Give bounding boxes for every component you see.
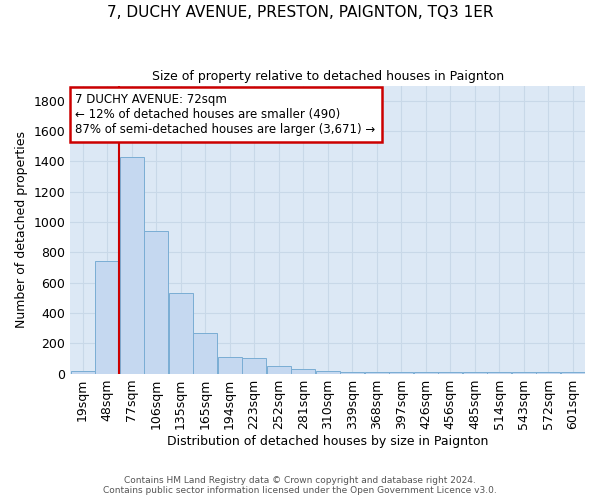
Bar bbox=[463, 372, 487, 374]
Bar bbox=[316, 370, 340, 374]
Y-axis label: Number of detached properties: Number of detached properties bbox=[15, 131, 28, 328]
Bar bbox=[413, 372, 437, 374]
Bar bbox=[169, 293, 193, 374]
X-axis label: Distribution of detached houses by size in Paignton: Distribution of detached houses by size … bbox=[167, 434, 488, 448]
Bar bbox=[512, 372, 536, 374]
Bar bbox=[266, 366, 290, 374]
Bar bbox=[95, 262, 119, 374]
Bar bbox=[389, 372, 413, 374]
Bar bbox=[365, 372, 389, 374]
Text: 7 DUCHY AVENUE: 72sqm
← 12% of detached houses are smaller (490)
87% of semi-det: 7 DUCHY AVENUE: 72sqm ← 12% of detached … bbox=[76, 93, 376, 136]
Bar bbox=[561, 372, 585, 374]
Text: 7, DUCHY AVENUE, PRESTON, PAIGNTON, TQ3 1ER: 7, DUCHY AVENUE, PRESTON, PAIGNTON, TQ3 … bbox=[107, 5, 493, 20]
Bar bbox=[291, 369, 315, 374]
Bar bbox=[119, 157, 143, 374]
Bar bbox=[340, 372, 364, 374]
Title: Size of property relative to detached houses in Paignton: Size of property relative to detached ho… bbox=[152, 70, 504, 83]
Bar bbox=[438, 372, 462, 374]
Text: Contains HM Land Registry data © Crown copyright and database right 2024.
Contai: Contains HM Land Registry data © Crown c… bbox=[103, 476, 497, 495]
Bar bbox=[144, 231, 168, 374]
Bar bbox=[218, 357, 242, 374]
Bar bbox=[487, 372, 511, 374]
Bar bbox=[536, 372, 560, 374]
Bar bbox=[193, 332, 217, 374]
Bar bbox=[71, 370, 95, 374]
Bar bbox=[242, 358, 266, 374]
